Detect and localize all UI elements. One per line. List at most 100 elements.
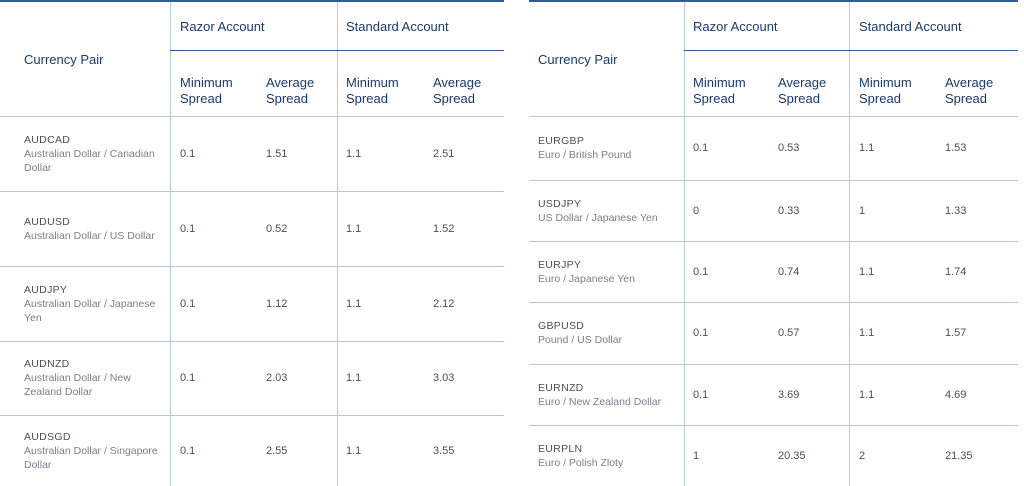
currency-pair-name: Euro / New Zealand Dollar xyxy=(538,395,662,408)
header-razor-account: Razor Account xyxy=(693,18,778,34)
row-divider xyxy=(529,302,1018,303)
currency-pair-name: Australian Dollar / New Zealand Dollar xyxy=(24,372,131,398)
standard-minimum-spread-value: 1.1 xyxy=(859,265,875,278)
currency-pair-code: AUDSGD xyxy=(24,430,71,443)
standard-average-spread-value: 1.33 xyxy=(945,204,967,217)
row-divider xyxy=(529,425,1018,426)
row-divider xyxy=(0,266,504,267)
currency-pair-name: Euro / British Pound xyxy=(538,149,632,161)
standard-minimum-spread-value: 1.1 xyxy=(859,142,875,154)
header-bottom-divider xyxy=(529,116,1018,117)
standard-average-spread-value: 1.74 xyxy=(945,265,967,278)
header-razor-account: Razor Account xyxy=(180,18,265,34)
razor-minimum-spread-value: 0.1 xyxy=(180,444,196,457)
header-group-divider xyxy=(170,50,504,51)
currency-pair-code: AUDNZD xyxy=(24,358,70,370)
row-divider xyxy=(529,180,1018,181)
table-row-pair: AUDJPY Australian Dollar / Japanese Yen xyxy=(24,266,162,341)
header-standard-minimum-spread-line1: Minimum xyxy=(859,75,912,90)
currency-pair-name: US Dollar / Japanese Yen xyxy=(538,211,658,224)
header-standard-account: Standard Account xyxy=(346,18,449,34)
standard-average-spread-value: 3.55 xyxy=(433,444,455,457)
header-razor-average-spread-line2: Spread xyxy=(266,91,308,106)
header-standard-average-spread: Average Spread xyxy=(945,75,1024,107)
razor-minimum-spread-value: 0.1 xyxy=(693,142,709,154)
table-row-pair: AUDUSD Australian Dollar / US Dollar xyxy=(24,191,162,266)
razor-minimum-spread-value: 0.1 xyxy=(180,372,196,384)
standard-average-spread-value: 1.52 xyxy=(433,222,455,235)
currency-pair-code: EURGBP xyxy=(538,135,585,147)
currency-pair-name: Euro / Japanese Yen xyxy=(538,272,635,285)
razor-minimum-spread-value: 0.1 xyxy=(180,297,196,310)
razor-average-spread-value: 3.69 xyxy=(778,388,800,401)
column-divider xyxy=(337,2,338,486)
razor-minimum-spread-value: 0.1 xyxy=(693,388,709,401)
razor-average-spread-value: 0.52 xyxy=(266,222,288,235)
razor-minimum-spread-value: 0 xyxy=(693,204,700,217)
currency-pair-code: EURNZD xyxy=(538,381,584,394)
standard-minimum-spread-value: 1.1 xyxy=(346,372,362,384)
header-standard-average-spread: Average Spread xyxy=(433,75,513,107)
header-standard-account: Standard Account xyxy=(859,18,962,34)
header-standard-average-spread-line2: Spread xyxy=(945,91,987,106)
standard-average-spread-value: 3.03 xyxy=(433,372,455,384)
header-razor-average-spread-line2: Spread xyxy=(778,91,820,106)
table-row-pair: AUDCAD Australian Dollar / Canadian Dolla… xyxy=(24,116,162,191)
currency-pair-code: AUDJPY xyxy=(24,283,68,296)
razor-minimum-spread-value: 0.1 xyxy=(180,147,196,160)
table-row-pair: EURJPY Euro / Japanese Yen xyxy=(538,241,676,302)
table-row-pair: EURNZD Euro / New Zealand Dollar xyxy=(538,364,676,425)
razor-average-spread-value: 0.53 xyxy=(778,142,800,154)
header-razor-average-spread-line1: Average xyxy=(778,75,827,90)
column-divider xyxy=(684,2,685,486)
header-razor-minimum-spread-line1: Minimum xyxy=(693,75,746,90)
razor-average-spread-value: 2.55 xyxy=(266,444,288,457)
currency-pair-code: GBPUSD xyxy=(538,320,585,332)
standard-average-spread-value: 2.12 xyxy=(433,297,455,310)
spread-table-left: Currency Pair Razor Account Standard Accou… xyxy=(0,0,504,486)
header-razor-average-spread: Average Spread xyxy=(778,75,858,107)
currency-pair-name: Australian Dollar / Japanese Yen xyxy=(24,297,156,324)
razor-average-spread-value: 2.03 xyxy=(266,372,288,384)
currency-pair-code: EURJPY xyxy=(538,258,582,271)
header-standard-minimum-spread-line2: Spread xyxy=(859,91,901,106)
header-standard-average-spread-line1: Average xyxy=(945,75,994,90)
header-razor-average-spread: Average Spread xyxy=(266,75,346,107)
standard-minimum-spread-value: 1.1 xyxy=(859,327,875,339)
header-razor-average-spread-line1: Average xyxy=(266,75,315,90)
row-divider xyxy=(0,341,504,342)
razor-average-spread-value: 0.57 xyxy=(778,327,800,339)
standard-average-spread-value: 4.69 xyxy=(945,388,967,401)
table-row-pair: GBPUSD Pound / US Dollar xyxy=(538,302,676,364)
header-bottom-divider xyxy=(0,116,504,117)
razor-average-spread-value: 1.12 xyxy=(266,297,288,310)
header-standard-minimum-spread-line1: Minimum xyxy=(346,75,399,90)
standard-minimum-spread-value: 2 xyxy=(859,449,866,462)
header-standard-minimum-spread: Minimum Spread xyxy=(859,75,939,107)
column-divider xyxy=(170,2,171,486)
row-divider xyxy=(529,241,1018,242)
standard-minimum-spread-value: 1.1 xyxy=(346,147,362,160)
currency-pair-code: AUDCAD xyxy=(24,133,71,146)
standard-minimum-spread-value: 1.1 xyxy=(859,388,875,401)
razor-minimum-spread-value: 1 xyxy=(693,449,700,462)
razor-minimum-spread-value: 0.1 xyxy=(693,265,709,278)
standard-minimum-spread-value: 1 xyxy=(859,204,866,217)
razor-minimum-spread-value: 0.1 xyxy=(693,327,709,339)
currency-pair-name: Australian Dollar / Singapore Dollar xyxy=(24,444,158,471)
standard-minimum-spread-value: 1.1 xyxy=(346,444,362,457)
table-row-pair: AUDSGD Australian Dollar / Singapore Doll… xyxy=(24,415,162,486)
currency-pair-name: Australian Dollar / US Dollar xyxy=(24,229,155,242)
currency-pair-code: EURPLN xyxy=(538,442,583,455)
standard-average-spread-value: 2.51 xyxy=(433,147,455,160)
header-standard-average-spread-line2: Spread xyxy=(433,91,475,106)
header-razor-minimum-spread-line2: Spread xyxy=(180,91,222,106)
table-row-pair: AUDNZD Australian Dollar / New Zealand Do… xyxy=(24,341,162,415)
standard-minimum-spread-value: 1.1 xyxy=(346,297,362,310)
header-razor-minimum-spread-line2: Spread xyxy=(693,91,735,106)
header-razor-minimum-spread: Minimum Spread xyxy=(693,75,773,107)
row-divider xyxy=(0,191,504,192)
spread-table-right: Currency Pair Razor Account Standard Accou… xyxy=(529,0,1018,486)
standard-average-spread-value: 21.35 xyxy=(945,449,973,462)
currency-pair-code: USDJPY xyxy=(538,197,582,210)
